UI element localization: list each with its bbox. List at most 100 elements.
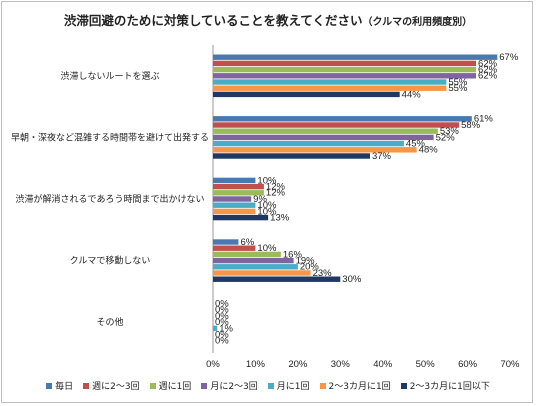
data-label: 55% bbox=[448, 77, 468, 88]
legend-swatch bbox=[201, 382, 208, 389]
x-tick-label: 70% bbox=[500, 359, 520, 370]
data-label: 13% bbox=[270, 213, 290, 224]
legend-item: 月に2～3回 bbox=[201, 379, 258, 392]
bar bbox=[213, 54, 498, 60]
data-label: 12% bbox=[266, 182, 286, 193]
legend-item: 2～3カ月に1回 bbox=[319, 379, 391, 392]
bar bbox=[213, 116, 472, 122]
bar bbox=[213, 177, 256, 184]
x-tick-label: 40% bbox=[373, 359, 393, 370]
data-label: 6% bbox=[240, 237, 254, 248]
data-label: 0% bbox=[215, 311, 229, 322]
data-label: 1% bbox=[219, 323, 233, 334]
data-label: 12% bbox=[266, 188, 286, 199]
data-label: 19% bbox=[296, 256, 316, 267]
bar bbox=[213, 183, 264, 190]
chart-subtitle: （クルマの利用頻度別） bbox=[362, 17, 473, 28]
legend-label: 2～3カ月に1回 bbox=[328, 382, 391, 392]
data-label: 0% bbox=[215, 330, 229, 341]
legend-label: 月に2～3回 bbox=[210, 382, 258, 392]
data-label: 55% bbox=[448, 83, 468, 94]
data-label: 10% bbox=[257, 206, 277, 217]
data-label: 48% bbox=[419, 145, 439, 156]
data-label: 62% bbox=[478, 58, 498, 69]
legend-swatch bbox=[267, 382, 274, 389]
chart-title: 渋滞回避のために対策していることを教えてください（クルマの利用頻度別） bbox=[0, 10, 536, 29]
chart-title-main: 渋滞回避のために対策していることを教えてください bbox=[63, 13, 363, 28]
x-tick-label: 60% bbox=[458, 359, 478, 370]
bar bbox=[213, 128, 438, 134]
bar bbox=[213, 251, 281, 258]
bar bbox=[213, 257, 294, 264]
data-label: 16% bbox=[283, 249, 303, 260]
legend-item: 毎日 bbox=[46, 379, 73, 392]
bar bbox=[213, 208, 256, 215]
legend-item: 月に1回 bbox=[267, 379, 310, 392]
bar bbox=[213, 79, 447, 85]
x-tick-label: 0% bbox=[206, 359, 220, 370]
bar bbox=[213, 66, 477, 73]
bar bbox=[213, 196, 252, 202]
data-label: 30% bbox=[342, 274, 362, 285]
x-tick-label: 10% bbox=[246, 359, 266, 370]
bar bbox=[213, 276, 341, 282]
bar bbox=[213, 264, 298, 270]
data-label: 62% bbox=[478, 65, 498, 76]
bar bbox=[213, 325, 218, 332]
bar bbox=[213, 147, 417, 153]
legend-swatch bbox=[149, 382, 156, 389]
bar bbox=[213, 202, 256, 208]
legend-label: 2～3カ月に1回以下 bbox=[409, 382, 490, 392]
bar bbox=[213, 60, 477, 67]
category-label: 渋滞が解消されるであろう時間まで出かけない bbox=[16, 193, 205, 205]
legend-item: 週に1回 bbox=[149, 379, 192, 392]
bar bbox=[213, 239, 239, 245]
data-label: 53% bbox=[440, 126, 460, 137]
legend-item: 週に2～3回 bbox=[83, 379, 140, 392]
data-label: 23% bbox=[313, 268, 333, 279]
data-label: 10% bbox=[257, 175, 277, 186]
legend-label: 月に1回 bbox=[276, 382, 310, 392]
bar bbox=[213, 122, 460, 128]
bar bbox=[213, 91, 400, 98]
data-label: 52% bbox=[436, 132, 456, 143]
legend-item: 2～3カ月に1回以下 bbox=[400, 379, 490, 392]
bar bbox=[213, 85, 447, 91]
data-label: 0% bbox=[215, 299, 229, 310]
data-label: 10% bbox=[257, 200, 277, 211]
legend-swatch bbox=[319, 382, 326, 389]
data-label: 61% bbox=[474, 114, 494, 125]
data-label: 58% bbox=[461, 120, 481, 131]
data-label: 0% bbox=[215, 305, 229, 316]
data-label: 37% bbox=[372, 151, 392, 162]
data-label: 67% bbox=[499, 52, 519, 63]
data-label: 62% bbox=[478, 71, 498, 82]
data-label: 20% bbox=[300, 262, 320, 273]
bar bbox=[213, 153, 370, 159]
legend-swatch bbox=[400, 382, 407, 389]
bar bbox=[213, 73, 477, 79]
legend-label: 週に1回 bbox=[158, 382, 192, 392]
bar bbox=[213, 134, 434, 141]
data-label: 45% bbox=[406, 139, 426, 150]
x-tick-label: 20% bbox=[288, 359, 308, 370]
legend-label: 毎日 bbox=[55, 382, 74, 392]
data-label: 10% bbox=[257, 243, 277, 254]
x-tick-label: 50% bbox=[416, 359, 436, 370]
bar bbox=[213, 245, 256, 251]
legend-swatch bbox=[46, 382, 53, 389]
bar bbox=[213, 140, 404, 147]
category-label: 早朝・深夜など混雑する時間帯を避けて出発する bbox=[11, 131, 209, 143]
x-tick-label: 30% bbox=[331, 359, 351, 370]
data-label: 0% bbox=[215, 336, 229, 347]
bar bbox=[213, 190, 264, 196]
bar bbox=[213, 270, 311, 276]
data-label: 0% bbox=[215, 317, 229, 328]
chart-legend: 毎日 週に2～3回 週に1回 月に2～3回 月に1回 2～3カ月に1回 2～3カ月に1回以下 bbox=[0, 379, 536, 392]
data-label: 44% bbox=[402, 89, 422, 100]
category-label: その他 bbox=[96, 316, 123, 328]
category-label: クルマで移動しない bbox=[70, 255, 151, 267]
legend-swatch bbox=[83, 382, 90, 389]
bar bbox=[213, 214, 269, 221]
